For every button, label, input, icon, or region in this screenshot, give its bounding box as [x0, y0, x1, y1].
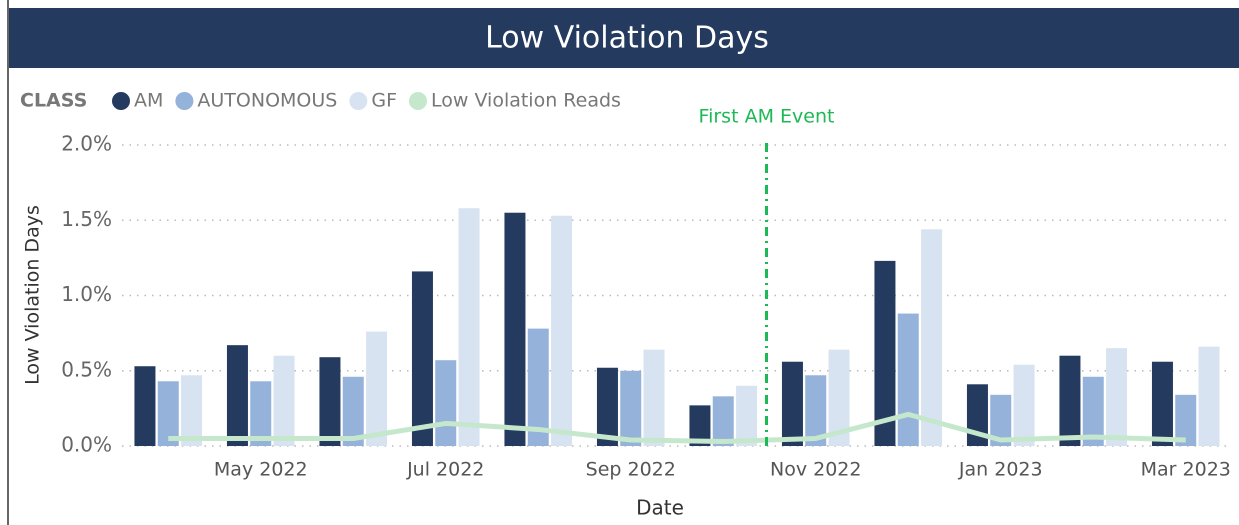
line: [168, 411, 1186, 444]
bar: [1151, 361, 1173, 446]
bar: [157, 381, 179, 446]
y-axis-title: Low Violation Days: [22, 205, 44, 385]
legend-label: GF: [371, 90, 397, 112]
legend-label: AM: [134, 90, 163, 112]
legend-label: Low Violation Reads: [431, 90, 621, 112]
bar: [921, 229, 943, 446]
bar: [736, 385, 758, 446]
bar: [1013, 364, 1035, 446]
bar: [1082, 376, 1104, 446]
bar: [712, 396, 734, 446]
bar: [226, 345, 248, 446]
bar: [805, 375, 827, 446]
legend-swatch: [349, 92, 368, 110]
bar: [366, 331, 388, 446]
bar: [1106, 348, 1128, 446]
x-tick-label: Mar 2023: [1141, 459, 1231, 481]
bar: [620, 370, 642, 446]
bar: [435, 360, 457, 446]
bar: [781, 361, 803, 446]
y-tick-label: 2.0%: [61, 132, 112, 156]
bar: [273, 355, 295, 446]
bar: [1175, 394, 1197, 446]
legend-swatch: [409, 92, 427, 110]
bar: [319, 357, 341, 446]
legend-title: CLASS: [20, 90, 87, 112]
x-tick-label: Sep 2022: [586, 459, 676, 481]
bar: [250, 381, 272, 446]
bar: [689, 405, 711, 446]
bar: [181, 375, 203, 446]
bar: [1198, 346, 1220, 446]
legend-label: AUTONOMOUS: [197, 90, 337, 112]
y-tick-label: 0.5%: [61, 357, 112, 381]
annotation-label: First AM Event: [699, 106, 835, 128]
y-tick-label: 0.0%: [61, 433, 112, 457]
bar: [596, 367, 618, 446]
chart-title: Low Violation Days: [485, 21, 769, 56]
bar: [897, 313, 919, 446]
x-tick-label: Nov 2022: [770, 459, 861, 481]
bar: [874, 260, 896, 446]
x-tick-label: May 2022: [214, 459, 308, 481]
bar: [342, 376, 364, 446]
x-axis-title: Date: [636, 496, 684, 520]
legend-swatch: [175, 92, 194, 110]
bar: [527, 328, 549, 446]
bar: [1059, 355, 1081, 446]
bar: [134, 366, 156, 446]
bar: [504, 212, 526, 446]
bar: [458, 208, 480, 446]
bar: [643, 349, 665, 446]
title-bar: [9, 8, 1239, 68]
x-tick-label: Jan 2023: [958, 459, 1043, 481]
bar: [828, 349, 850, 446]
bar: [990, 394, 1012, 446]
y-tick-label: 1.5%: [61, 207, 112, 231]
y-tick-label: 1.0%: [61, 282, 112, 306]
bar: [411, 271, 433, 446]
x-tick-label: Jul 2022: [406, 459, 484, 481]
bar: [551, 215, 573, 446]
legend-swatch: [112, 92, 130, 110]
